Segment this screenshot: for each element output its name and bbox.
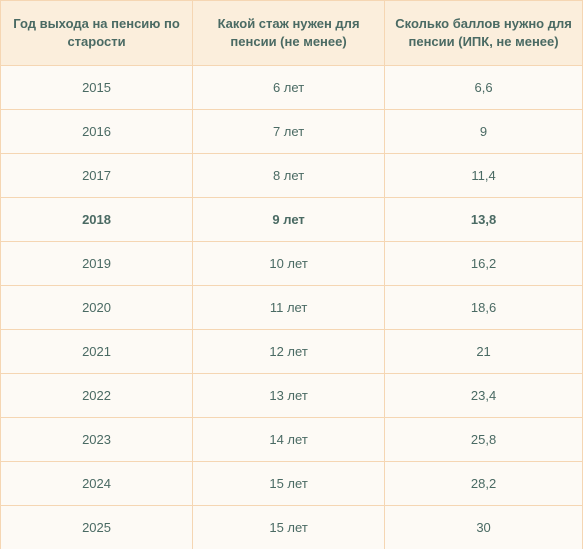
cell-points: 25,8 bbox=[385, 418, 583, 462]
table-row: 202011 лет18,6 bbox=[1, 286, 583, 330]
cell-points: 28,2 bbox=[385, 462, 583, 506]
table-body: 20156 лет6,620167 лет920178 лет11,420189… bbox=[1, 66, 583, 549]
cell-year: 2019 bbox=[1, 242, 193, 286]
table-row: 202112 лет21 bbox=[1, 330, 583, 374]
table-row: 202213 лет23,4 bbox=[1, 374, 583, 418]
col-header-stazh: Какой стаж нужен для пенсии (не менее) bbox=[193, 1, 385, 66]
cell-year: 2025 bbox=[1, 506, 193, 549]
table-row: 20167 лет9 bbox=[1, 110, 583, 154]
cell-stazh: 8 лет bbox=[193, 154, 385, 198]
cell-points: 16,2 bbox=[385, 242, 583, 286]
table-row: 201910 лет16,2 bbox=[1, 242, 583, 286]
cell-stazh: 15 лет bbox=[193, 462, 385, 506]
cell-year: 2022 bbox=[1, 374, 193, 418]
cell-stazh: 7 лет bbox=[193, 110, 385, 154]
cell-stazh: 10 лет bbox=[193, 242, 385, 286]
cell-points: 18,6 bbox=[385, 286, 583, 330]
pension-table-container: Год выхода на пенсию по старости Какой с… bbox=[0, 0, 583, 549]
cell-year: 2017 bbox=[1, 154, 193, 198]
table-row: 202415 лет28,2 bbox=[1, 462, 583, 506]
cell-year: 2015 bbox=[1, 66, 193, 110]
cell-year: 2018 bbox=[1, 198, 193, 242]
cell-year: 2020 bbox=[1, 286, 193, 330]
cell-points: 23,4 bbox=[385, 374, 583, 418]
table-row: 202515 лет30 bbox=[1, 506, 583, 549]
cell-stazh: 13 лет bbox=[193, 374, 385, 418]
cell-stazh: 9 лет bbox=[193, 198, 385, 242]
cell-stazh: 12 лет bbox=[193, 330, 385, 374]
table-row: 20189 лет13,8 bbox=[1, 198, 583, 242]
cell-points: 9 bbox=[385, 110, 583, 154]
cell-points: 6,6 bbox=[385, 66, 583, 110]
cell-points: 11,4 bbox=[385, 154, 583, 198]
table-row: 20178 лет11,4 bbox=[1, 154, 583, 198]
pension-table: Год выхода на пенсию по старости Какой с… bbox=[0, 0, 583, 549]
cell-points: 21 bbox=[385, 330, 583, 374]
cell-year: 2023 bbox=[1, 418, 193, 462]
cell-points: 13,8 bbox=[385, 198, 583, 242]
cell-year: 2021 bbox=[1, 330, 193, 374]
cell-stazh: 15 лет bbox=[193, 506, 385, 549]
table-row: 20156 лет6,6 bbox=[1, 66, 583, 110]
cell-points: 30 bbox=[385, 506, 583, 549]
cell-year: 2024 bbox=[1, 462, 193, 506]
col-header-points: Сколько баллов нужно для пенсии (ИПК, не… bbox=[385, 1, 583, 66]
cell-stazh: 14 лет bbox=[193, 418, 385, 462]
table-row: 202314 лет25,8 bbox=[1, 418, 583, 462]
cell-year: 2016 bbox=[1, 110, 193, 154]
col-header-year: Год выхода на пенсию по старости bbox=[1, 1, 193, 66]
cell-stazh: 6 лет bbox=[193, 66, 385, 110]
cell-stazh: 11 лет bbox=[193, 286, 385, 330]
table-header: Год выхода на пенсию по старости Какой с… bbox=[1, 1, 583, 66]
